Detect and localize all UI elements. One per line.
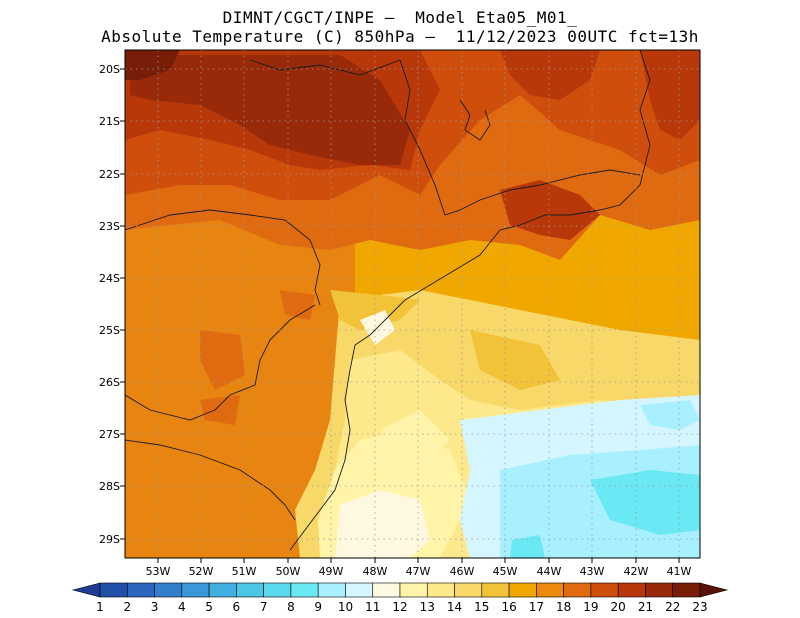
colorbar-label: 3 <box>151 600 159 614</box>
colorbar-label: 6 <box>233 600 241 614</box>
colorbar-swatch <box>290 582 319 598</box>
colorbar-label: 21 <box>638 600 653 614</box>
lon-label: 50W <box>276 565 301 578</box>
colorbar-swatch <box>345 582 374 598</box>
colorbar-label: 9 <box>314 600 322 614</box>
colorbar-swatch <box>236 582 264 598</box>
colorbar <box>71 582 729 598</box>
colorbar-swatch <box>372 582 401 598</box>
lat-label: 27S <box>99 428 120 441</box>
plot-frame <box>124 49 701 559</box>
colorbar-arrow-high <box>699 582 729 598</box>
colorbar-swatch <box>263 582 292 598</box>
lat-label: 26S <box>99 376 120 389</box>
lat-label: 28S <box>99 480 120 493</box>
colorbar-swatch <box>317 582 346 598</box>
colorbar-label: 11 <box>365 600 380 614</box>
colorbar-swatch <box>399 582 428 598</box>
lat-label: 23S <box>99 220 120 233</box>
lat-label: 24S <box>99 272 120 285</box>
colorbar-swatch <box>536 582 564 598</box>
longitude-labels: 53W 52W 51W 50W 49W 48W 47W 46W 45W 44W … <box>146 565 692 578</box>
title-line-2: Absolute Temperature (C) 850hPa – 11/12/… <box>101 27 699 46</box>
colorbar-label: 22 <box>665 600 680 614</box>
colorbar-label: 15 <box>474 600 489 614</box>
coastlines-borders <box>125 50 651 551</box>
colorbar-swatch <box>672 582 701 598</box>
colorbar-label: 5 <box>205 600 213 614</box>
lat-label: 29S <box>99 533 120 546</box>
colorbar-label: 23 <box>692 600 707 614</box>
lon-label: 48W <box>363 565 388 578</box>
colorbar-arrow-low <box>71 582 101 598</box>
colorbar-labels: 1 2 3 4 5 6 7 8 9 10 11 12 13 14 15 16 17 18 19 20 21 22 23 <box>96 600 707 614</box>
lon-label: 46W <box>450 565 475 578</box>
axis-ticks <box>120 68 680 563</box>
lat-label: 22S <box>99 168 120 181</box>
lon-label: 47W <box>406 565 431 578</box>
lon-label: 44W <box>537 565 562 578</box>
colorbar-label: 14 <box>447 600 462 614</box>
lon-label: 52W <box>189 565 214 578</box>
colorbar-swatch <box>154 582 183 598</box>
colorbar-swatch <box>617 582 646 598</box>
lon-label: 43W <box>580 565 605 578</box>
grid-lines <box>125 50 700 558</box>
temperature-field <box>125 50 700 558</box>
colorbar-label: 18 <box>556 600 571 614</box>
lon-label: 41W <box>667 565 692 578</box>
lon-label: 51W <box>232 565 257 578</box>
colorbar-label: 17 <box>529 600 544 614</box>
colorbar-label: 10 <box>338 600 353 614</box>
colorbar-swatch <box>481 582 510 598</box>
colorbar-label: 1 <box>96 600 104 614</box>
colorbar-swatch <box>645 582 674 598</box>
colorbar-swatch <box>454 582 483 598</box>
colorbar-swatch <box>181 582 210 598</box>
colorbar-swatch <box>426 582 455 598</box>
colorbar-label: 13 <box>420 600 435 614</box>
colorbar-label: 7 <box>260 600 268 614</box>
colorbar-swatch <box>126 582 155 598</box>
lat-label: 25S <box>99 324 120 337</box>
colorbar-label: 2 <box>123 600 131 614</box>
lon-label: 42W <box>624 565 649 578</box>
colorbar-label: 19 <box>583 600 598 614</box>
colorbar-label: 20 <box>611 600 626 614</box>
lon-label: 45W <box>493 565 518 578</box>
colorbar-swatch <box>508 582 537 598</box>
colorbar-swatch <box>563 582 592 598</box>
lat-label: 21S <box>99 115 120 128</box>
colorbar-label: 4 <box>178 600 186 614</box>
colorbar-swatch <box>99 582 128 598</box>
colorbar-label: 8 <box>287 600 295 614</box>
colorbar-label: 12 <box>392 600 407 614</box>
colorbar-label: 16 <box>501 600 516 614</box>
lon-label: 53W <box>146 565 171 578</box>
colorbar-swatch <box>590 582 619 598</box>
colorbar-swatch <box>208 582 237 598</box>
title-line-1: DIMNT/CGCT/INPE – Model Eta05_M01_ <box>222 8 578 27</box>
lon-label: 49W <box>319 565 344 578</box>
lat-label: 20S <box>99 63 120 76</box>
latitude-labels: 20S 21S 22S 23S 24S 25S 26S 27S 28S 29S <box>99 63 120 546</box>
